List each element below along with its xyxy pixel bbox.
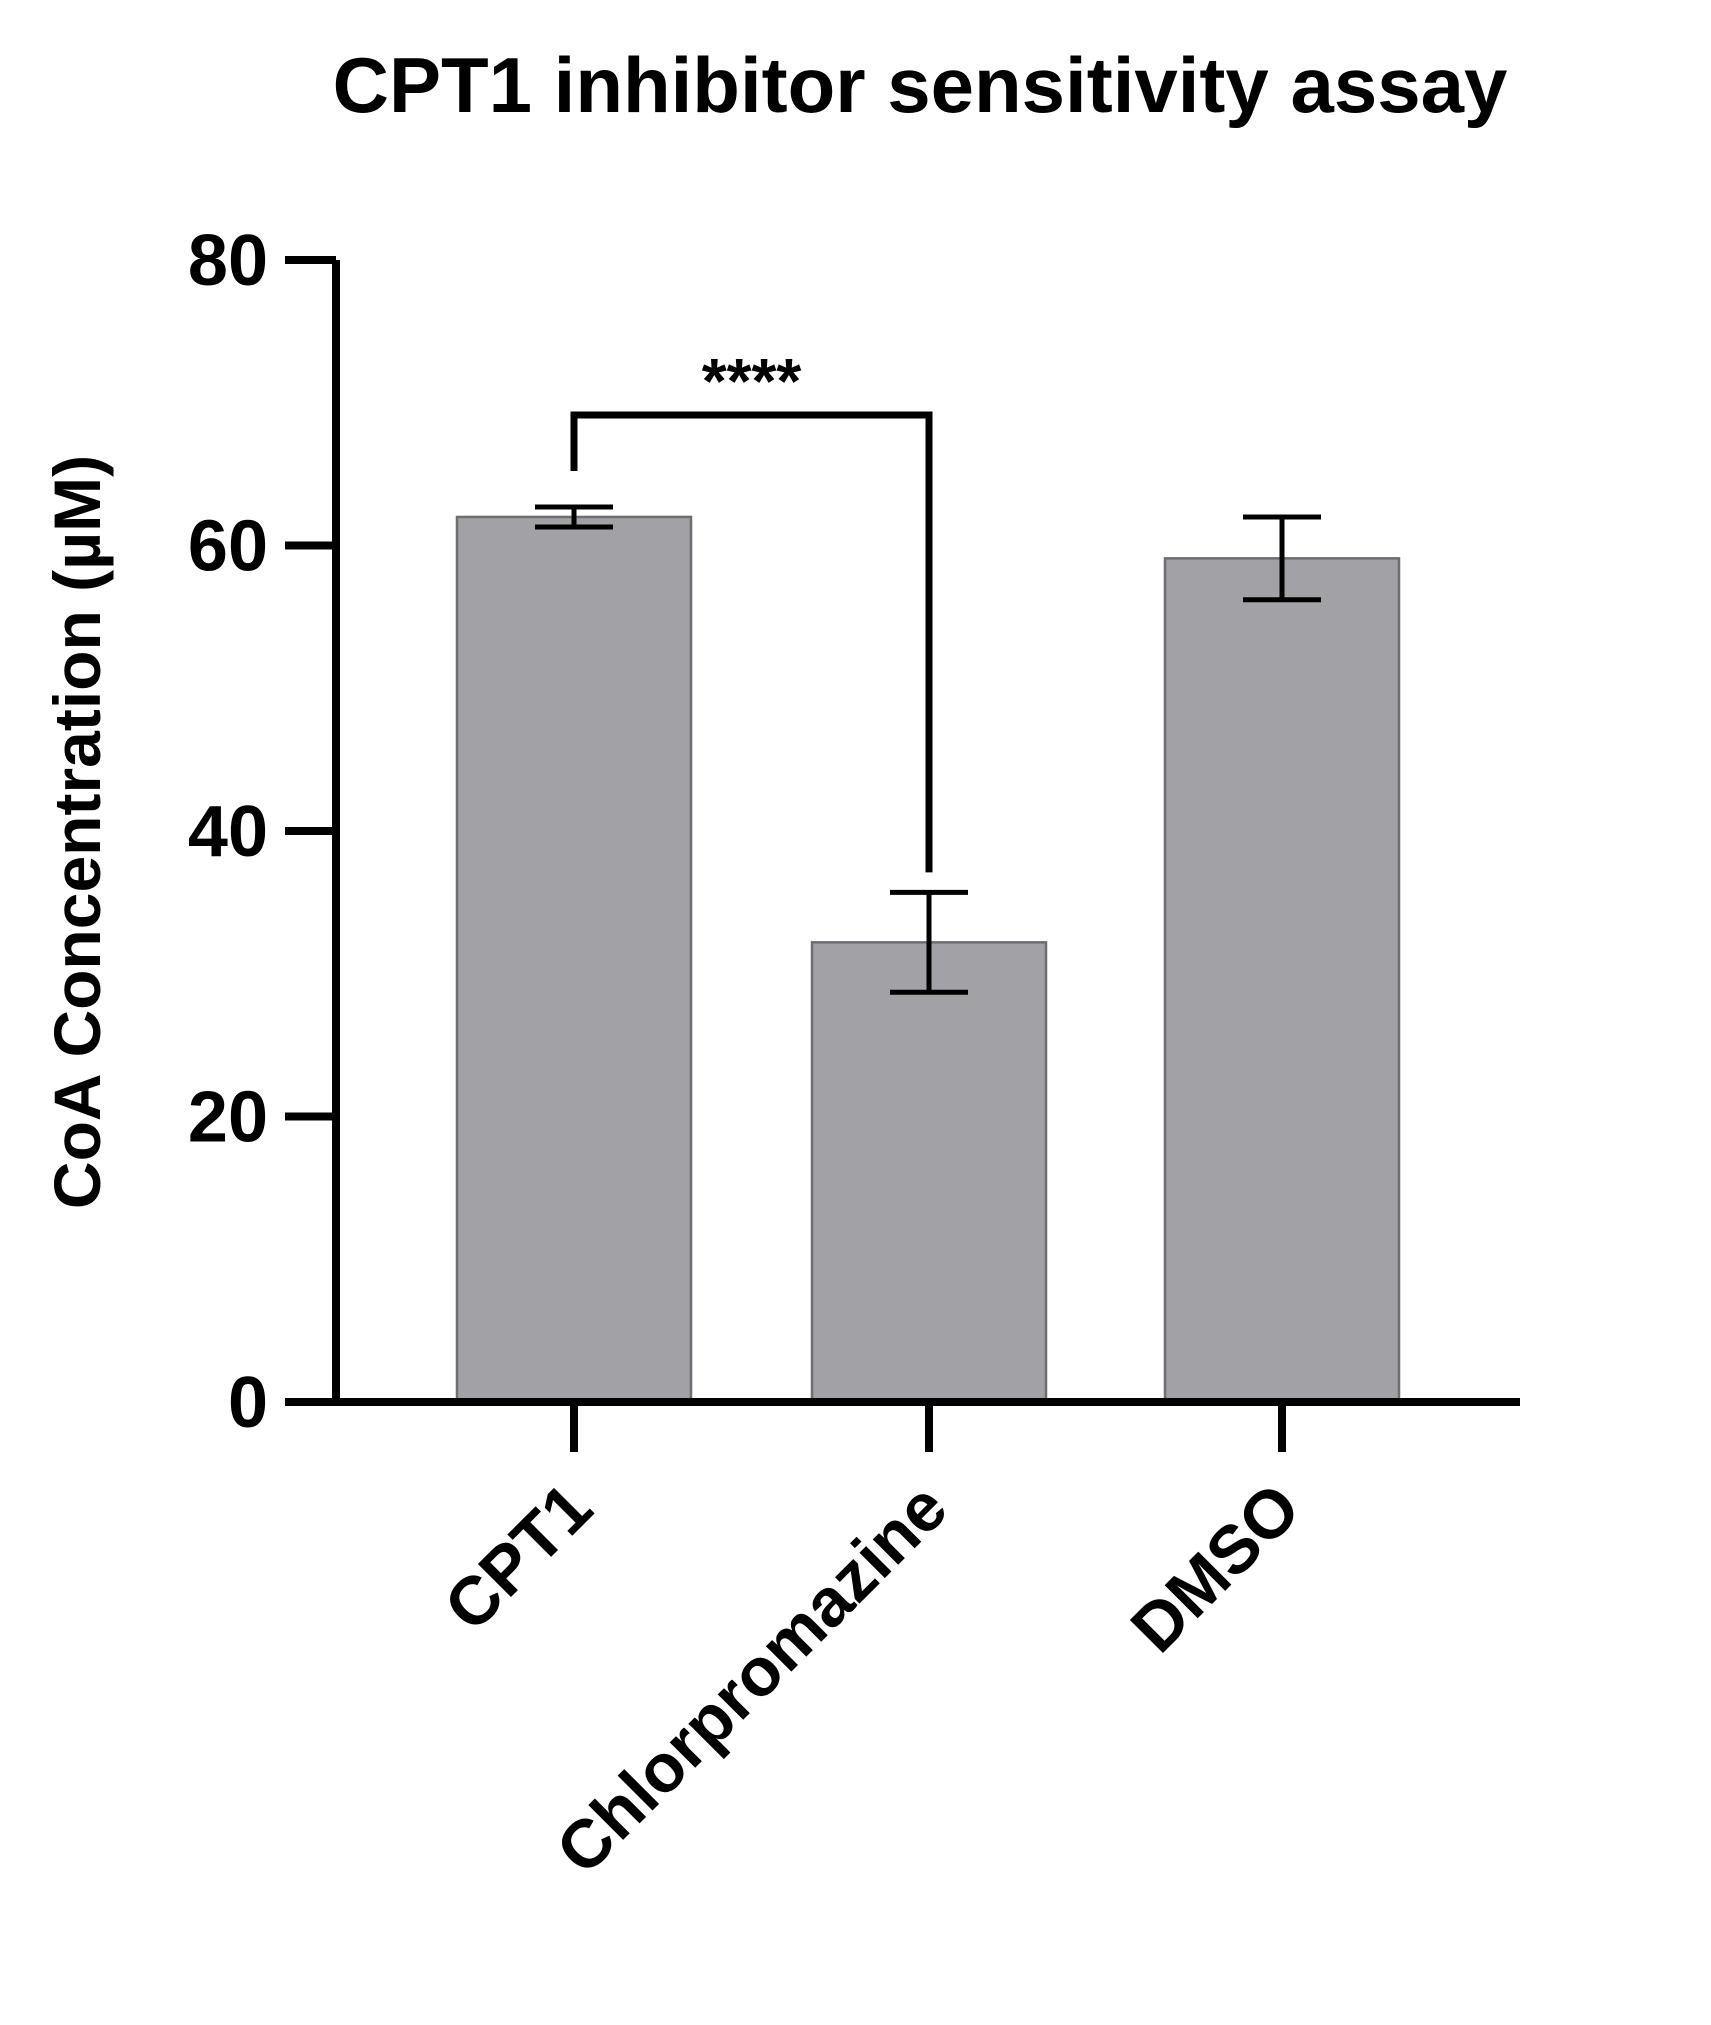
bar <box>455 515 693 1404</box>
bar <box>1163 557 1401 1404</box>
y-tick-label: 0 <box>228 1363 268 1443</box>
error-bars-layer <box>535 504 1321 995</box>
y-tick-label: 80 <box>188 221 268 301</box>
significance-layer: **** <box>570 345 933 873</box>
x-tick-label: CPT1 <box>430 1469 607 1646</box>
chart-title: CPT1 inhibitor sensitivity assay <box>333 41 1508 129</box>
x-tick-label: DMSO <box>1117 1469 1315 1667</box>
x-tick-label: Chlorpromazine <box>542 1469 962 1889</box>
significance-label: **** <box>702 345 802 417</box>
bar <box>810 941 1048 1404</box>
y-tick-label: 20 <box>188 1078 268 1158</box>
y-tick-label: 40 <box>188 792 268 872</box>
y-tick-label: 60 <box>188 507 268 587</box>
significance-bracket <box>570 411 933 873</box>
y-axis-label: CoA Concentration (µM) <box>40 455 114 1209</box>
